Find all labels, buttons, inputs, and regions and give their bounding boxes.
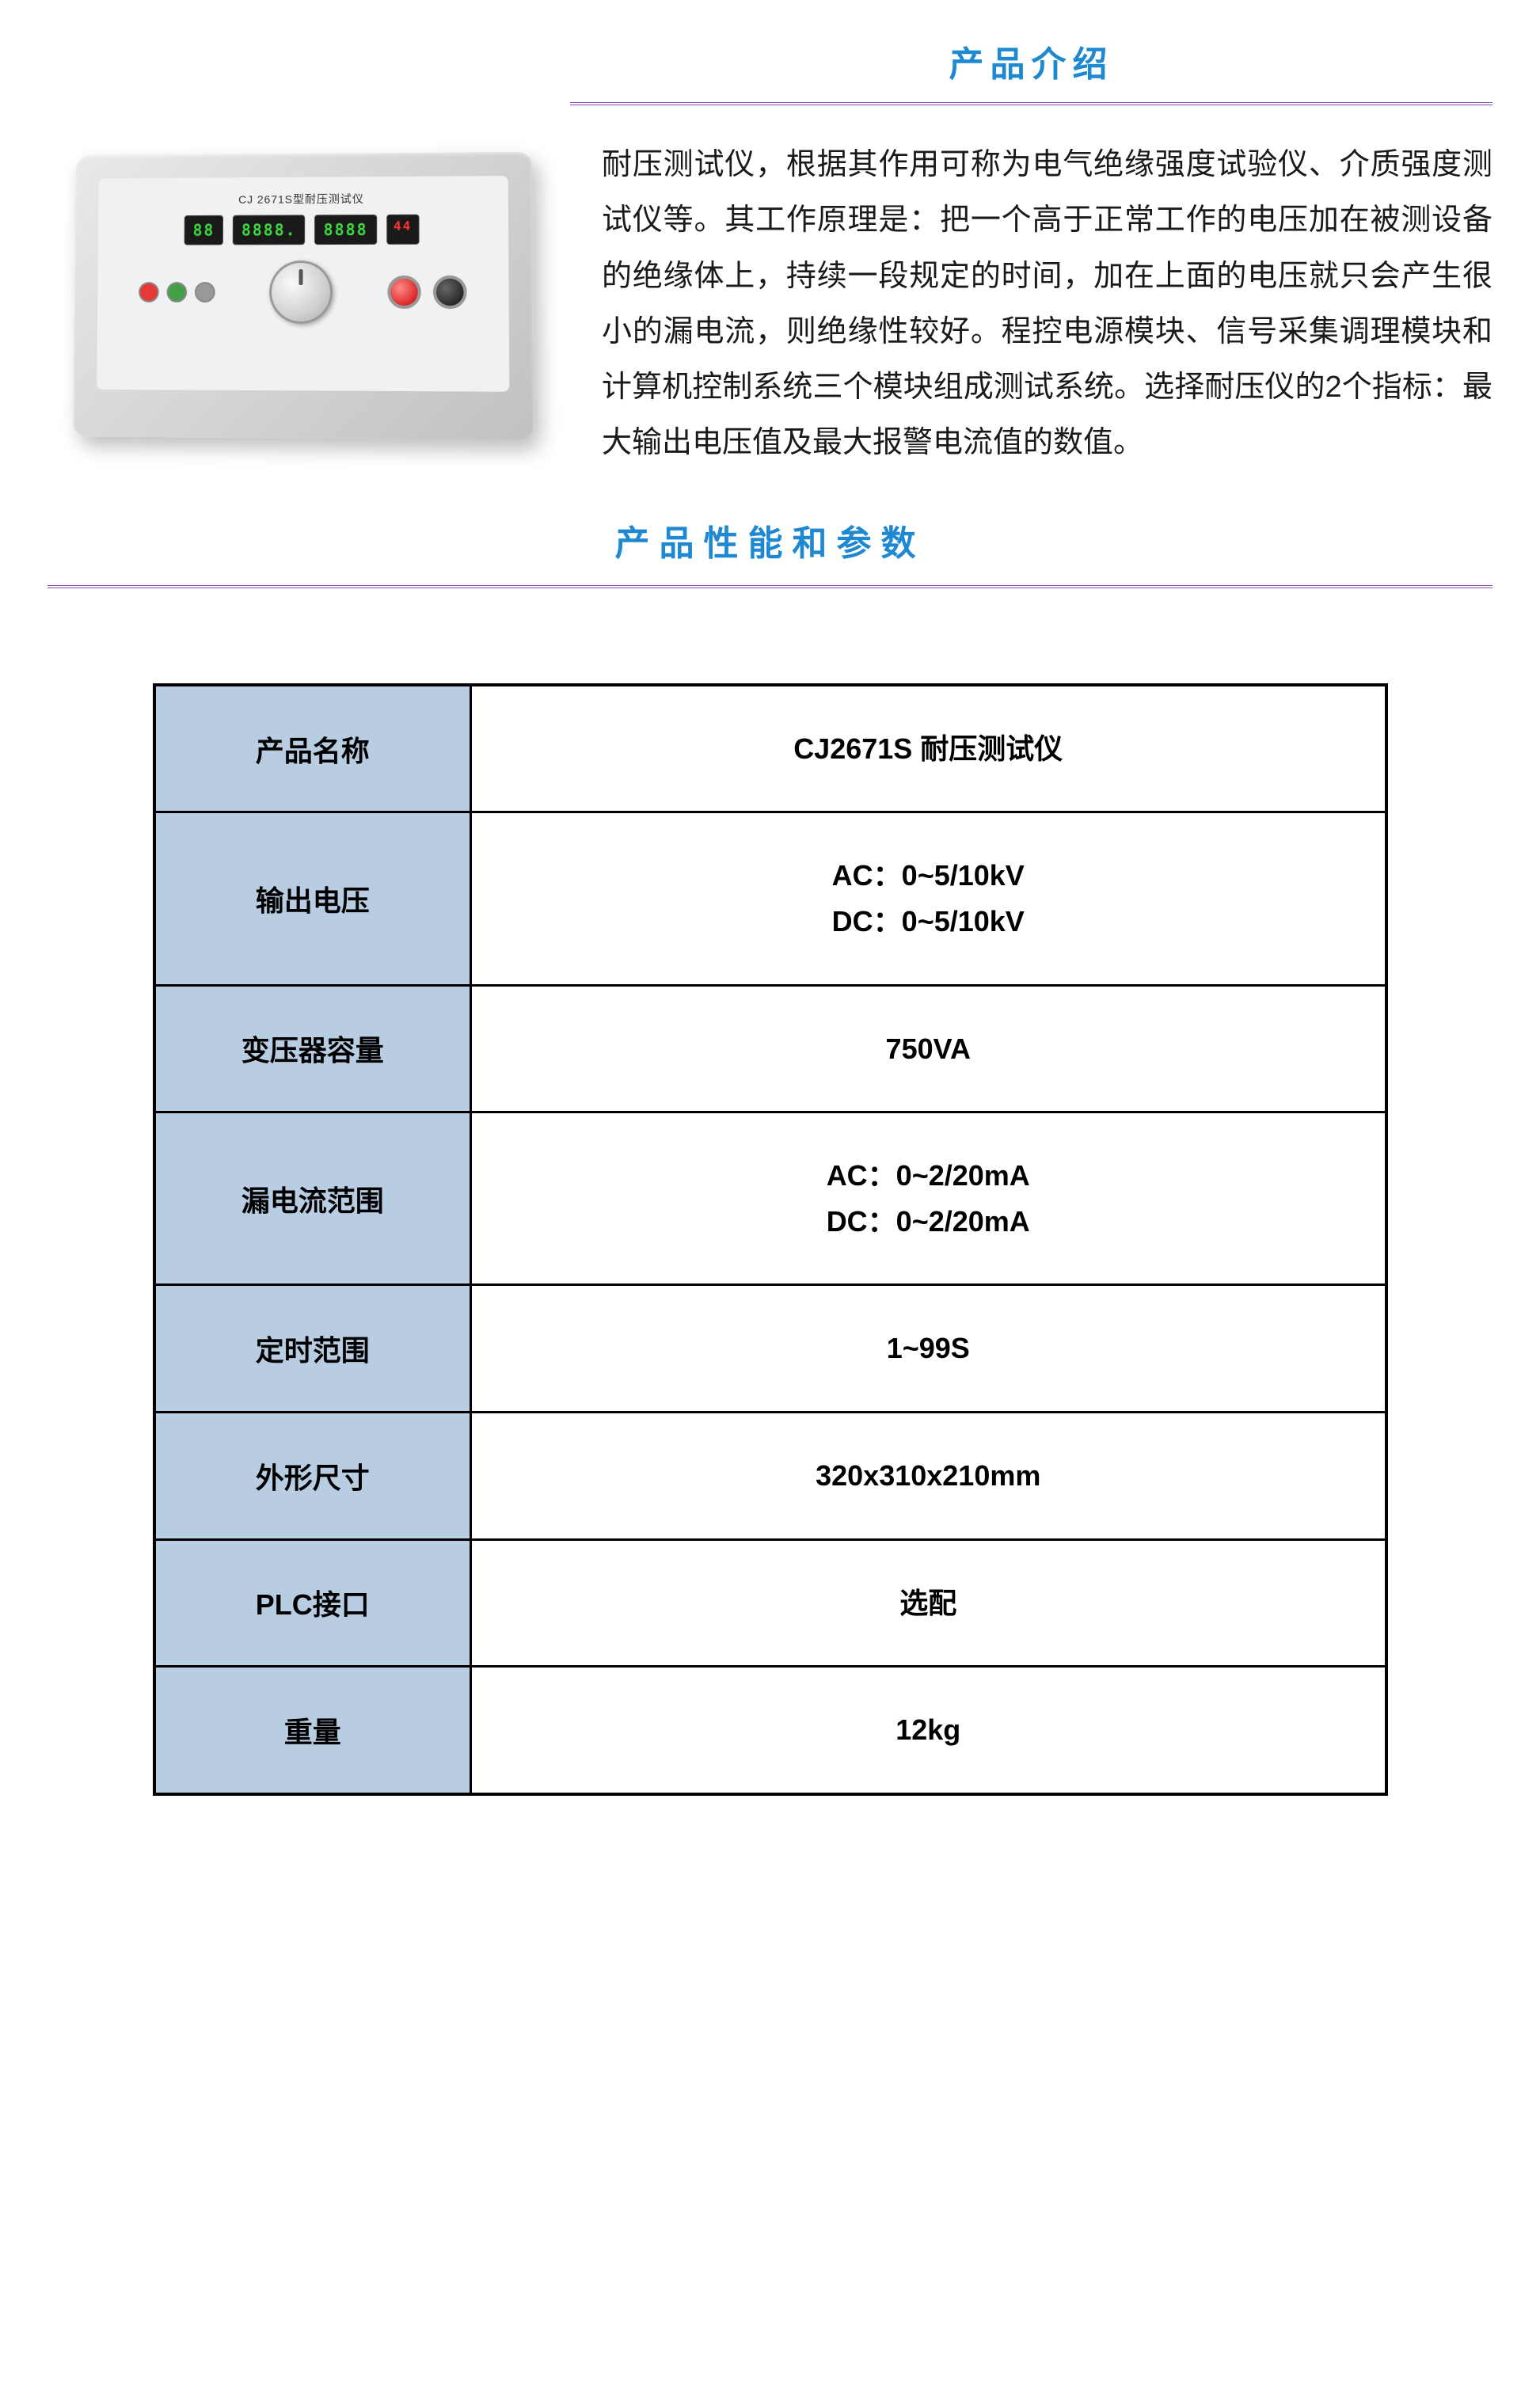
param-label: 漏电流范围 — [154, 1112, 471, 1285]
device-illustration: CJ 2671S型耐压测试仪 88 8888. 8888 44 — [73, 152, 534, 440]
param-value: CJ2671S 耐压测试仪 — [471, 685, 1386, 812]
params-table: 产品名称CJ2671S 耐压测试仪输出电压AC：0~5/10kVDC：0~5/1… — [153, 683, 1388, 1796]
device-model-label: CJ 2671S型耐压测试仪 — [112, 190, 494, 207]
button-red-icon — [139, 282, 159, 302]
param-value: 12kg — [471, 1667, 1386, 1794]
param-value: 750VA — [471, 985, 1386, 1112]
table-row: 重量12kg — [154, 1667, 1386, 1794]
param-label: 重量 — [154, 1667, 471, 1794]
display-4: 44 — [386, 215, 420, 245]
table-row: 输出电压AC：0~5/10kVDC：0~5/10kV — [154, 812, 1386, 985]
button-gray-icon — [194, 282, 215, 302]
param-label: 产品名称 — [154, 685, 471, 812]
display-2: 8888. — [233, 215, 306, 245]
table-row: 漏电流范围AC：0~2/20mADC：0~2/20mA — [154, 1112, 1386, 1285]
param-label: 变压器容量 — [154, 985, 471, 1112]
display-1: 88 — [184, 215, 224, 245]
intro-title: 产品介绍 — [570, 24, 1492, 105]
param-value: 320x310x210mm — [471, 1412, 1386, 1539]
param-label: PLC接口 — [154, 1539, 471, 1667]
param-value: 1~99S — [471, 1285, 1386, 1413]
table-row: 定时范围1~99S — [154, 1285, 1386, 1413]
param-label: 定时范围 — [154, 1285, 471, 1413]
table-row: PLC接口选配 — [154, 1539, 1386, 1667]
table-row: 外形尺寸320x310x210mm — [154, 1412, 1386, 1539]
intro-section: CJ 2671S型耐压测试仪 88 8888. 8888 44 — [0, 105, 1540, 487]
output-terminals — [387, 276, 466, 309]
display-3: 8888 — [315, 215, 377, 245]
param-value: AC：0~5/10kVDC：0~5/10kV — [471, 812, 1386, 985]
param-value: 选配 — [471, 1539, 1386, 1667]
param-label: 外形尺寸 — [154, 1412, 471, 1539]
params-title: 产品性能和参数 — [48, 503, 1492, 588]
param-value: AC：0~2/20mADC：0~2/20mA — [471, 1112, 1386, 1285]
terminal-black-icon — [432, 276, 466, 309]
table-row: 变压器容量750VA — [154, 985, 1386, 1112]
terminal-red-icon — [387, 276, 420, 309]
product-image: CJ 2671S型耐压测试仪 88 8888. 8888 44 — [48, 129, 554, 462]
intro-description: 耐压测试仪，根据其作用可称为电气绝缘强度试验仪、介质强度测试仪等。其工作原理是：… — [602, 129, 1492, 471]
control-buttons — [139, 282, 215, 302]
button-green-icon — [166, 282, 187, 302]
param-label: 输出电压 — [154, 812, 471, 985]
table-row: 产品名称CJ2671S 耐压测试仪 — [154, 685, 1386, 812]
control-knob-icon — [269, 260, 333, 324]
